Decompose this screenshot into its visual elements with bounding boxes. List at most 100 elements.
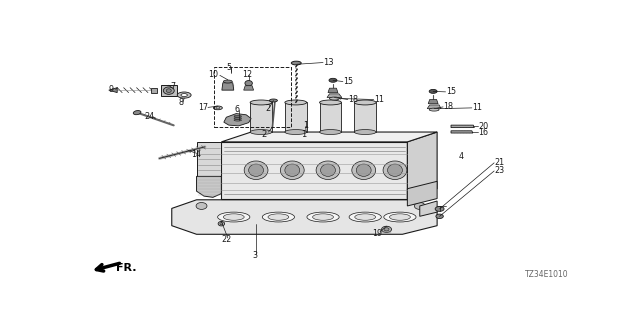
Text: 22: 22 [221, 235, 232, 244]
Polygon shape [221, 142, 408, 198]
Ellipse shape [384, 228, 389, 231]
Text: 7: 7 [171, 83, 176, 92]
Text: 12: 12 [243, 70, 253, 79]
Ellipse shape [316, 161, 340, 180]
Ellipse shape [349, 212, 381, 222]
Text: 11: 11 [374, 95, 384, 104]
Text: 1: 1 [303, 121, 308, 130]
Ellipse shape [388, 164, 403, 176]
Text: 15: 15 [344, 77, 353, 86]
Ellipse shape [262, 212, 294, 222]
Ellipse shape [234, 119, 241, 121]
Ellipse shape [384, 212, 416, 222]
Polygon shape [451, 131, 473, 133]
Text: 16: 16 [478, 128, 488, 137]
Ellipse shape [223, 214, 244, 220]
Ellipse shape [218, 221, 225, 226]
Ellipse shape [245, 81, 252, 86]
Text: 20: 20 [478, 122, 488, 131]
Text: 21: 21 [495, 158, 505, 167]
Ellipse shape [268, 214, 289, 220]
Text: 2: 2 [265, 104, 270, 113]
Polygon shape [285, 102, 307, 132]
Ellipse shape [390, 214, 410, 220]
Ellipse shape [213, 106, 222, 110]
Text: 18: 18 [444, 102, 454, 111]
Ellipse shape [269, 99, 277, 102]
Ellipse shape [285, 100, 307, 105]
Text: 8: 8 [179, 98, 184, 107]
Ellipse shape [414, 203, 425, 209]
Ellipse shape [166, 89, 172, 92]
Polygon shape [328, 88, 338, 92]
Ellipse shape [352, 161, 376, 180]
Ellipse shape [163, 87, 174, 94]
Ellipse shape [234, 116, 241, 117]
Polygon shape [420, 201, 437, 216]
Text: 5: 5 [226, 63, 232, 72]
Polygon shape [428, 100, 438, 104]
Ellipse shape [244, 161, 268, 180]
Text: 4: 4 [458, 152, 463, 161]
Ellipse shape [436, 214, 444, 219]
Ellipse shape [280, 161, 304, 180]
Polygon shape [319, 102, 341, 132]
Ellipse shape [319, 130, 341, 134]
Ellipse shape [429, 108, 439, 111]
Ellipse shape [177, 92, 191, 98]
Polygon shape [109, 88, 117, 92]
Ellipse shape [307, 212, 339, 222]
Ellipse shape [291, 61, 301, 65]
Ellipse shape [355, 130, 376, 134]
Ellipse shape [216, 107, 220, 109]
Polygon shape [172, 200, 437, 234]
Ellipse shape [381, 226, 392, 232]
Text: 18: 18 [348, 95, 358, 104]
Text: 14: 14 [191, 150, 202, 159]
Polygon shape [221, 132, 437, 142]
Polygon shape [408, 132, 437, 198]
Polygon shape [428, 105, 441, 108]
Ellipse shape [435, 206, 444, 212]
Text: 3: 3 [252, 251, 257, 260]
Ellipse shape [285, 164, 300, 176]
Ellipse shape [223, 80, 232, 83]
Polygon shape [222, 83, 234, 90]
Text: 19: 19 [372, 228, 383, 237]
Ellipse shape [330, 97, 339, 100]
Ellipse shape [319, 100, 341, 105]
Ellipse shape [355, 100, 376, 105]
Polygon shape [196, 176, 221, 197]
Ellipse shape [220, 223, 223, 225]
Bar [214, 67, 291, 127]
Text: 9: 9 [108, 85, 113, 94]
Text: 24: 24 [145, 112, 154, 121]
Ellipse shape [329, 78, 337, 82]
Ellipse shape [285, 130, 307, 134]
Text: 6: 6 [234, 105, 239, 114]
Text: 1: 1 [301, 130, 307, 139]
Ellipse shape [356, 164, 371, 176]
Ellipse shape [234, 117, 241, 119]
Ellipse shape [218, 212, 250, 222]
Ellipse shape [355, 214, 376, 220]
Polygon shape [408, 181, 437, 206]
Polygon shape [327, 94, 342, 98]
Text: TZ34E1010: TZ34E1010 [525, 270, 568, 279]
Ellipse shape [429, 89, 437, 93]
Text: 13: 13 [324, 58, 334, 67]
Polygon shape [451, 125, 474, 128]
Text: 15: 15 [446, 87, 456, 96]
Polygon shape [355, 102, 376, 132]
Ellipse shape [181, 93, 188, 97]
Text: 11: 11 [472, 103, 483, 112]
Polygon shape [224, 114, 251, 126]
Text: FR.: FR. [116, 263, 136, 273]
Text: 10: 10 [208, 70, 218, 79]
Ellipse shape [248, 164, 264, 176]
Polygon shape [250, 102, 272, 132]
Text: 23: 23 [495, 166, 505, 175]
Ellipse shape [250, 100, 272, 105]
Ellipse shape [133, 110, 141, 115]
Ellipse shape [321, 164, 335, 176]
